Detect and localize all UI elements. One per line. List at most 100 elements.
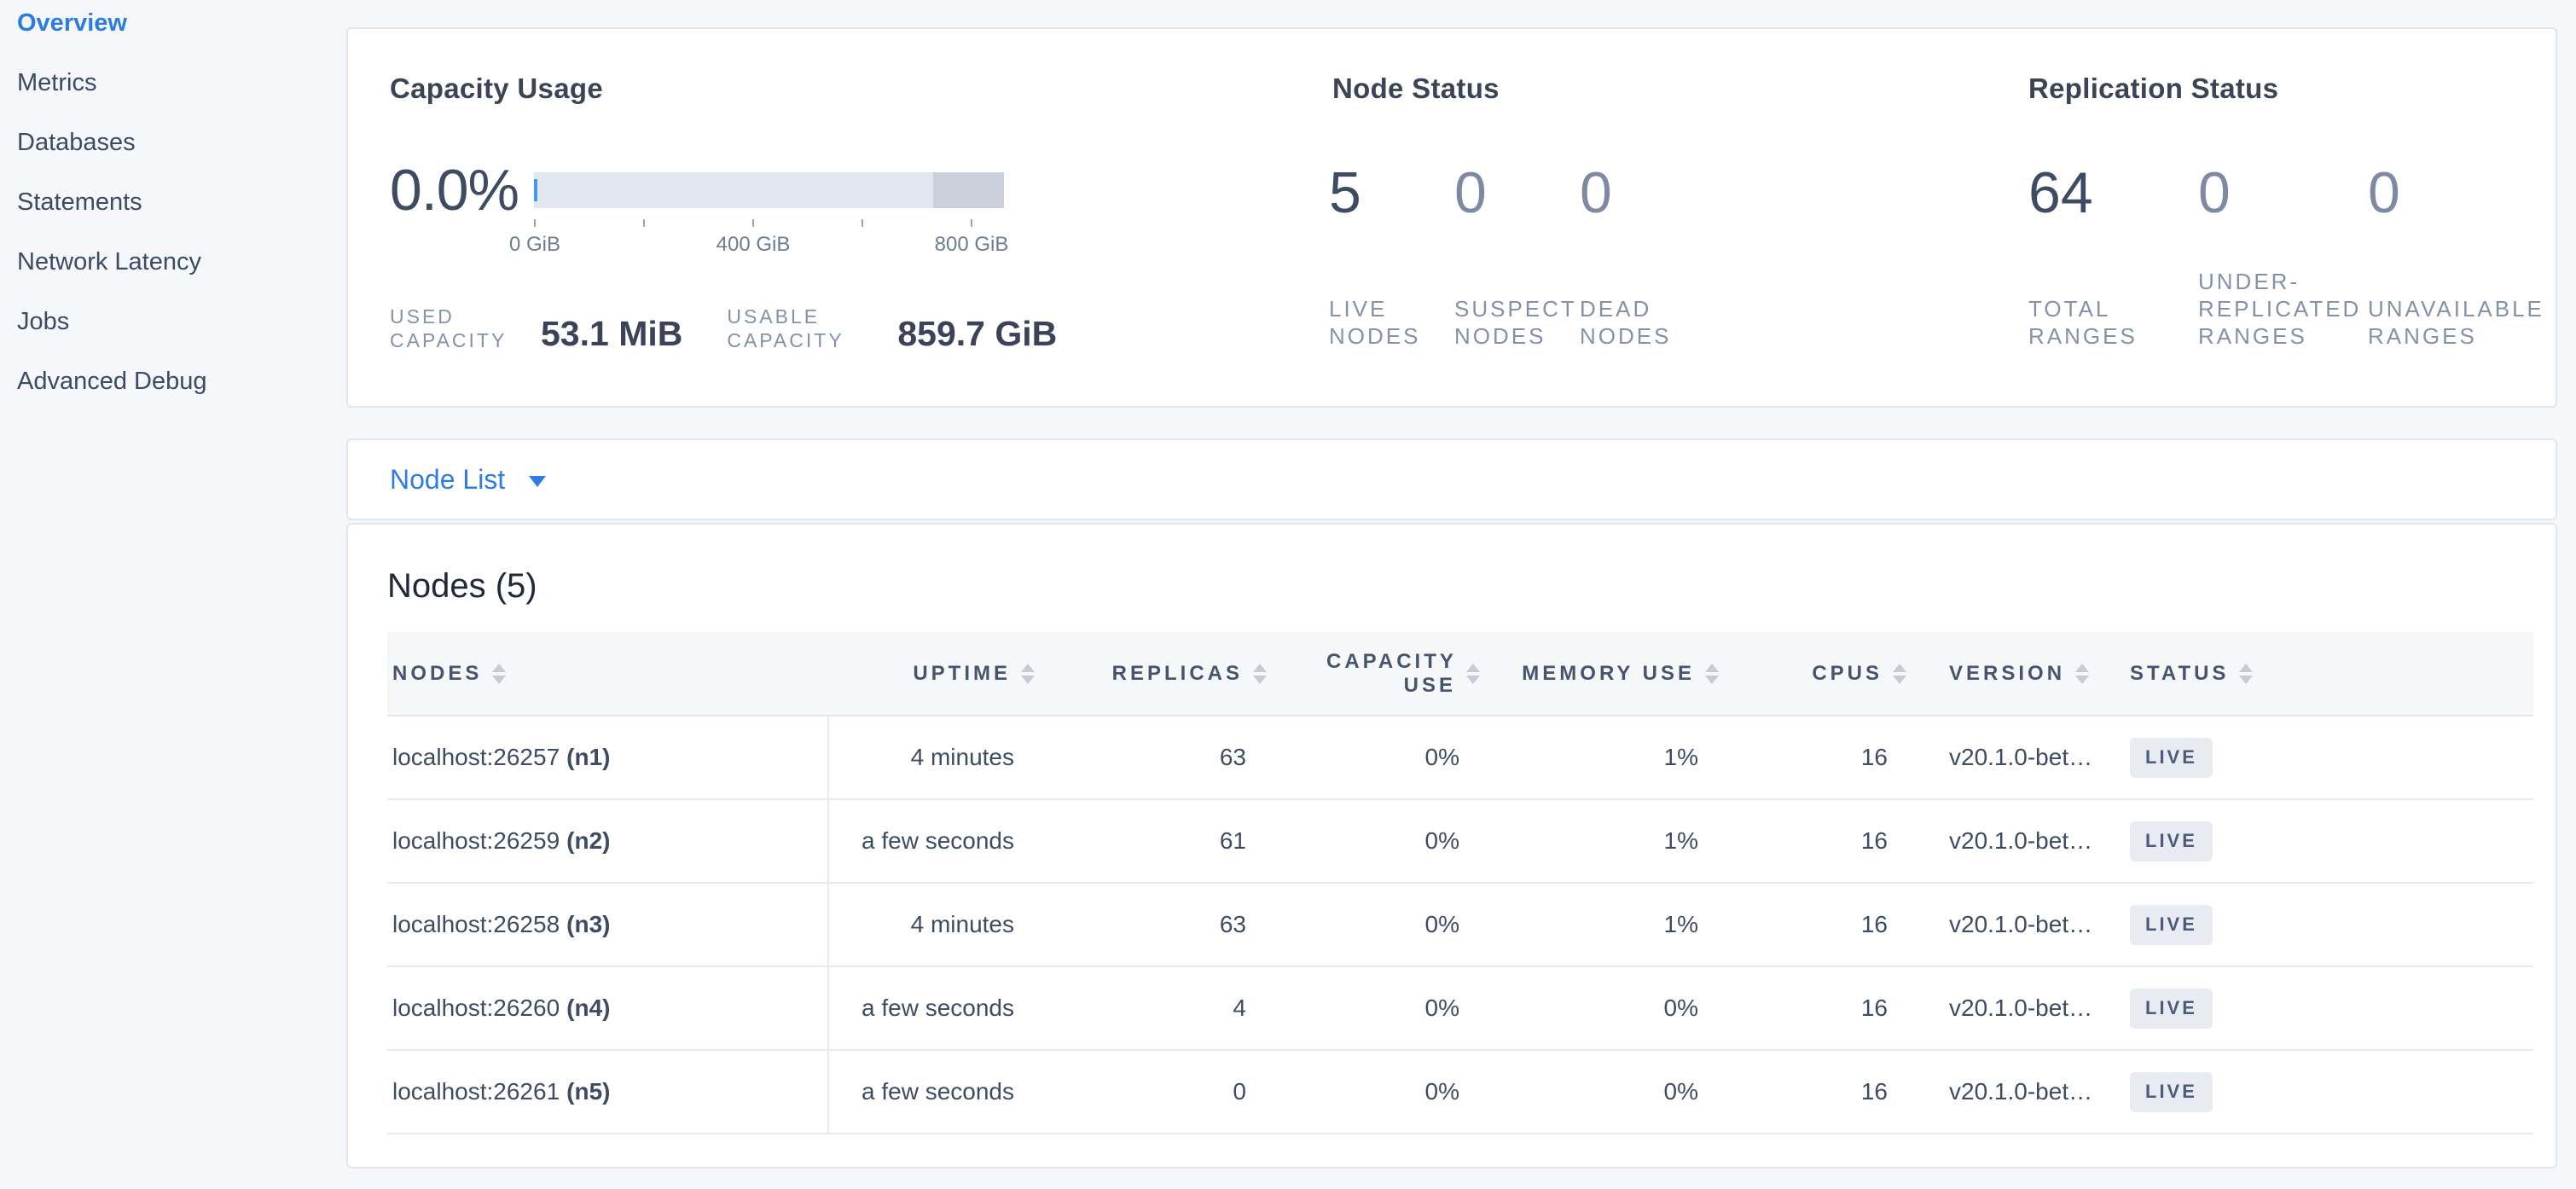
replication-status-section: Replication Status 64 0 0 TOTAL RANGES U… [2028,29,2556,406]
status-badge: LIVE [2130,904,2213,945]
capacity-gauge: 0.0% [390,158,1329,223]
node-id: (n4) [566,995,611,1021]
sidebar-item-statements[interactable]: Statements [17,188,142,216]
node-list-dropdown[interactable]: Node List [390,463,547,496]
sidebar-item-overview[interactable]: Overview [17,9,127,37]
axis-tick [752,219,754,227]
column-header-label: NODES [392,661,483,685]
sort-icon [2239,663,2254,684]
memory-use-cell: 0% [1663,995,1698,1021]
dead-nodes-value: 0 [1580,160,1612,225]
column-header-uptime[interactable]: UPTIME [829,632,1038,715]
usable-capacity-label: USABLE CAPACITY [727,305,844,351]
cpus-cell: 16 [1860,744,1888,770]
suspect-nodes-label: SUSPECT NODES [1454,296,1577,349]
axis-tick-label: 0 GiB [508,233,561,256]
suspect-nodes-value: 0 [1454,160,1487,225]
column-header-version[interactable]: VERSION [1910,632,2106,715]
replicas-cell: 61 [1219,827,1246,854]
memory-use-cell: 0% [1663,1078,1698,1105]
unavailable-ranges-label: UNAVAILABLE RANGES [2368,296,2544,349]
nodes-table-title: Nodes (5) [387,567,537,605]
node-id: (n5) [566,1078,611,1105]
capacity-usage-section: Capacity Usage 0.0% 0 GiB 400 GiB 800 Gi… [348,29,1329,406]
capacity-use-cell: 0% [1424,1078,1459,1105]
table-row: localhost:26260 (n4) a few seconds 4 0% … [387,967,2533,1051]
node-status-section: Node Status 5 0 0 LIVE NODES SUSPECT NOD… [1329,29,2028,406]
used-capacity-value: 53.1 MiB [541,314,683,353]
status-badge: LIVE [2130,1071,2213,1112]
status-badge: LIVE [2130,821,2213,861]
column-header-replicas[interactable]: REPLICAS [1038,632,1270,715]
column-header-cpus[interactable]: CPUS [1722,632,1910,715]
node-id: (n1) [566,744,611,770]
table-row: localhost:26258 (n3) 4 minutes 63 0% 1% … [387,884,2533,967]
capacity-use-cell: 0% [1424,995,1459,1021]
sidebar-item-metrics[interactable]: Metrics [17,68,97,96]
node-id: (n2) [566,827,611,854]
sort-icon [492,663,507,684]
capacity-stats: USED CAPACITY 53.1 MiB USABLE CAPACITY 8… [390,304,1329,352]
column-header-status[interactable]: STATUS [2106,632,2533,715]
version-cell: v20.1.0-bet… [1949,827,2093,854]
axis-tick [862,219,863,227]
axis-tick-label: 800 GiB [934,233,1009,256]
version-cell: v20.1.0-bet… [1949,911,2093,937]
used-capacity-label: USED CAPACITY [390,305,508,351]
status-badge: LIVE [2130,988,2213,1029]
sort-icon [2075,663,2090,684]
status-cell: LIVE [2106,884,2533,966]
node-address: localhost:26259 [392,827,560,854]
cpus-cell: 16 [1860,911,1888,937]
capacity-use-cell: 0% [1424,911,1459,937]
cpus-cell: 16 [1860,995,1888,1021]
sidebar-item-jobs[interactable]: Jobs [17,307,70,335]
axis-tick-label: 400 GiB [716,233,791,256]
capacity-usage-title: Capacity Usage [390,72,603,104]
total-ranges-value: 64 [2028,160,2093,225]
table-row: localhost:26257 (n1) 4 minutes 63 0% 1% … [387,716,2533,800]
replicas-cell: 0 [1233,1078,1246,1105]
live-nodes-value: 5 [1329,160,1361,225]
axis-tick [643,219,645,227]
capacity-bar-used-marker [534,179,537,201]
column-header-label: CAPACITY USE [1326,649,1457,697]
cpus-cell: 16 [1860,827,1888,854]
sort-icon [1893,663,1906,684]
table-row: localhost:26261 (n5) a few seconds 0 0% … [387,1051,2533,1134]
column-header-memory-use[interactable]: MEMORY USE [1483,632,1722,715]
sort-icon [1705,663,1719,684]
dead-nodes-label: DEAD NODES [1580,296,1672,349]
under-replicated-ranges-value: 0 [2198,160,2231,225]
memory-use-cell: 1% [1663,827,1698,854]
node-address: localhost:26257 [392,744,560,770]
sidebar-item-network-latency[interactable]: Network Latency [17,247,201,276]
node-list-dropdown-label: Node List [390,463,506,495]
replicas-cell: 63 [1219,744,1246,770]
replication-status-title: Replication Status [2028,72,2279,104]
node-address-cell: localhost:26259 (n2) [387,800,829,882]
axis-tick [971,219,972,227]
sidebar-item-databases[interactable]: Databases [17,128,136,156]
column-header-label: REPLICAS [1111,661,1243,685]
node-address-cell: localhost:26257 (n1) [387,716,829,798]
node-status-title: Node Status [1332,72,1500,104]
capacity-bar-tail-segment [933,172,1004,208]
uptime-cell: 4 minutes [910,911,1014,937]
nodes-panel: Nodes (5) NODES UPTIME REPLICAS CAPACITY… [346,523,2557,1169]
nodes-table: NODES UPTIME REPLICAS CAPACITY USE MEMOR… [387,632,2533,1134]
uptime-cell: a few seconds [862,995,1014,1021]
node-address: localhost:26261 [392,1078,560,1105]
node-address: localhost:26258 [392,911,560,937]
sidebar-item-advanced-debug[interactable]: Advanced Debug [17,367,207,395]
unavailable-ranges-value: 0 [2368,160,2400,225]
uptime-cell: a few seconds [862,827,1014,854]
replicas-cell: 63 [1219,911,1246,937]
capacity-use-cell: 0% [1424,744,1459,770]
node-address-cell: localhost:26260 (n4) [387,967,829,1049]
sidebar: Overview Metrics Databases Statements Ne… [0,0,333,411]
live-nodes-label: LIVE NODES [1329,296,1421,349]
column-header-capacity-use[interactable]: CAPACITY USE [1270,632,1483,715]
status-cell: LIVE [2106,1051,2533,1133]
column-header-nodes[interactable]: NODES [387,632,829,715]
